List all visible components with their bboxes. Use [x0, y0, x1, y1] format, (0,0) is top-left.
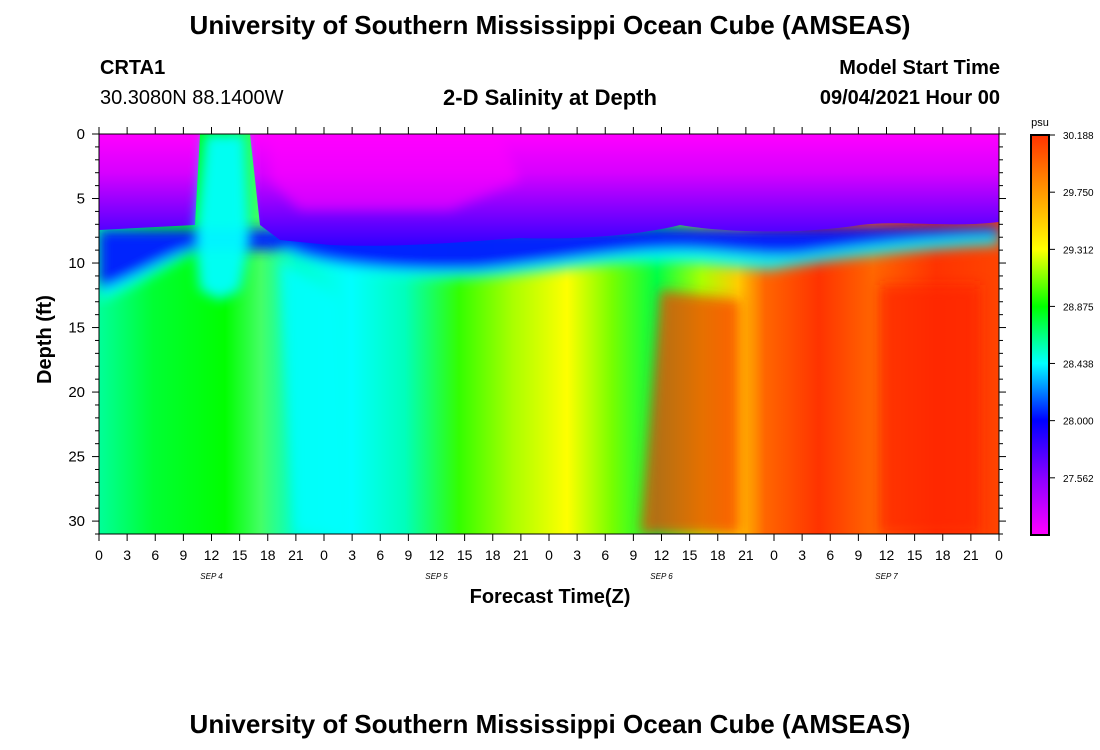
colorbar-tick-label: 30.188 — [1063, 131, 1094, 142]
x-tick-label: 18 — [260, 547, 276, 563]
x-tick-label: 18 — [710, 547, 726, 563]
y-tick-label: 5 — [77, 191, 85, 208]
x-axis-label: Forecast Time(Z) — [469, 586, 631, 608]
x-tick-label: 21 — [738, 547, 754, 563]
x-tick-label: 6 — [376, 547, 384, 563]
x-tick-label: 12 — [654, 547, 670, 563]
colorbar-unit: psu — [1031, 117, 1049, 129]
x-tick-label: 21 — [513, 547, 529, 563]
day-label: SEP 4 — [200, 572, 223, 581]
heatmap-surface-min — [270, 134, 520, 210]
x-tick-label: 21 — [963, 547, 979, 563]
model-start-label: Model Start Time — [839, 57, 1000, 79]
day-label: SEP 6 — [650, 572, 673, 581]
plot-title: 2-D Salinity at Depth — [443, 85, 657, 110]
x-tick-label: 15 — [232, 547, 248, 563]
heatmap-sep7-max — [880, 285, 980, 534]
heatmap-sep4-fresh-column — [280, 260, 345, 534]
y-tick-label: 15 — [68, 320, 85, 337]
y-axis: 0 5 10 15 20 25 30 — [68, 126, 1006, 535]
x-tick-label: 9 — [179, 547, 187, 563]
x-tick-label: 3 — [573, 547, 581, 563]
heatmap-sep4-intrusion — [195, 134, 250, 300]
x-tick-label: 6 — [151, 547, 159, 563]
x-tick-label: 12 — [204, 547, 220, 563]
x-tick-label: 0 — [545, 547, 553, 563]
colorbar-tick-label: 28.875 — [1063, 302, 1094, 313]
y-tick-label: 10 — [68, 255, 85, 272]
colorbar-tick-label: 29.750 — [1063, 188, 1094, 199]
day-labels: SEP 4 SEP 5 SEP 6 SEP 7 — [200, 572, 898, 581]
x-tick-label: 0 — [320, 547, 328, 563]
x-tick-label: 6 — [826, 547, 834, 563]
x-tick-label: 9 — [404, 547, 412, 563]
x-tick-label: 12 — [879, 547, 895, 563]
colorbar-tick-label: 28.438 — [1063, 359, 1094, 370]
x-tick-label: 3 — [348, 547, 356, 563]
x-tick-label: 15 — [682, 547, 698, 563]
x-tick-label: 0 — [770, 547, 778, 563]
colorbar-tick-label: 28.000 — [1063, 417, 1094, 428]
x-tick-label: 0 — [95, 547, 103, 563]
chart-title-bottom: University of Southern Mississippi Ocean… — [189, 709, 911, 739]
x-tick-label: 6 — [601, 547, 609, 563]
station-location: 30.3080N 88.1400W — [100, 87, 284, 109]
y-tick-label: 25 — [68, 449, 85, 466]
heatmap-field — [99, 134, 999, 534]
x-tick-label: 3 — [798, 547, 806, 563]
y-tick-label: 30 — [68, 513, 85, 530]
colorbar-tick-label: 29.312 — [1063, 245, 1094, 256]
heatmap-sep6-max — [640, 290, 740, 534]
y-tick-label: 0 — [77, 126, 85, 143]
x-tick-label: 0 — [995, 547, 1003, 563]
y-tick-label: 20 — [68, 384, 85, 401]
x-tick-label: 18 — [485, 547, 501, 563]
colorbar: psu 30.188 29.750 29.312 28.875 28.438 28.000… — [1030, 117, 1094, 536]
x-tick-label: 15 — [457, 547, 473, 563]
chart-title-top: University of Southern Mississippi Ocean… — [189, 10, 911, 40]
x-tick-label: 9 — [629, 547, 637, 563]
x-tick-label: 3 — [123, 547, 131, 563]
day-label: SEP 5 — [425, 572, 448, 581]
colorbar-tick-label: 27.562 — [1063, 474, 1094, 485]
station-id: CRTA1 — [100, 57, 166, 79]
x-tick-label: 9 — [854, 547, 862, 563]
x-tick-label: 15 — [907, 547, 923, 563]
day-label: SEP 7 — [875, 572, 898, 581]
x-tick-label: 21 — [288, 547, 304, 563]
x-axis: 0 3 6 9 12 15 18 21 0 3 6 9 12 15 18 21 0 3 6 9 12 15 18 21 0 3 6 9… — [95, 127, 1003, 563]
x-tick-label: 18 — [935, 547, 951, 563]
x-tick-label: 12 — [429, 547, 445, 563]
model-start-value: 09/04/2021 Hour 00 — [819, 87, 1000, 109]
colorbar-scale — [1030, 134, 1050, 536]
